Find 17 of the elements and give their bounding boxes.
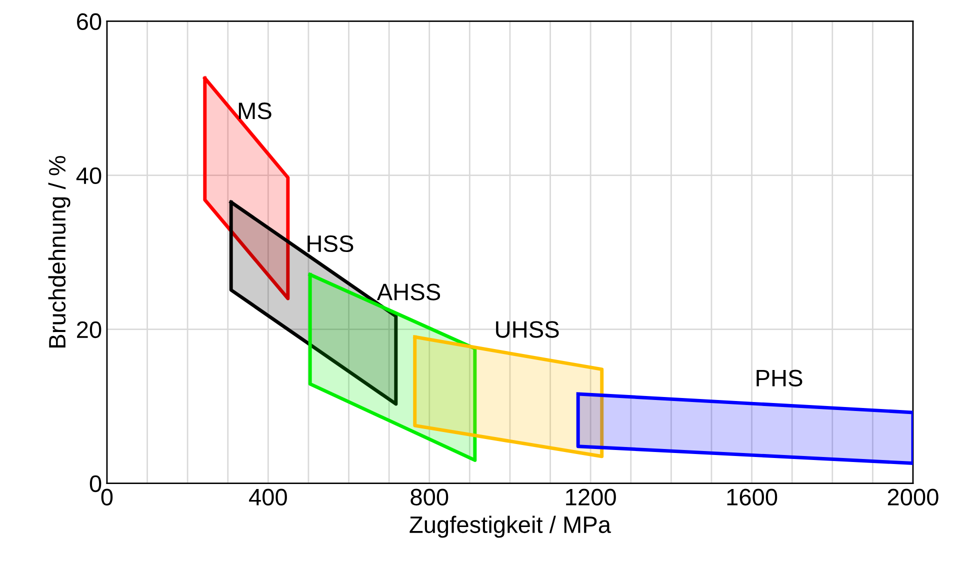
series-label: UHSS	[496, 321, 559, 338]
x-tick-label: 400	[249, 488, 287, 506]
series-label: HSS	[308, 235, 354, 252]
x-tick-label: 1200	[566, 488, 616, 506]
series-label: MS	[238, 102, 272, 120]
x-tick-label: 1600	[727, 488, 778, 506]
y-tick-label: 0	[90, 475, 102, 492]
x-tick-label: 0	[101, 488, 113, 506]
y-tick-label: 20	[77, 321, 102, 338]
y-axis-title: Bruchdehnung / %	[48, 156, 70, 348]
x-tick-label: 2000	[888, 488, 938, 506]
y-tick-label: 40	[76, 167, 102, 184]
series-label: AHSS	[376, 284, 440, 300]
series-label: PHS	[756, 370, 802, 387]
x-axis-title: Zugfestigkeit / MPa	[410, 516, 612, 538]
x-tick-label: 800	[410, 488, 448, 506]
y-tick-label: 60	[77, 13, 102, 30]
